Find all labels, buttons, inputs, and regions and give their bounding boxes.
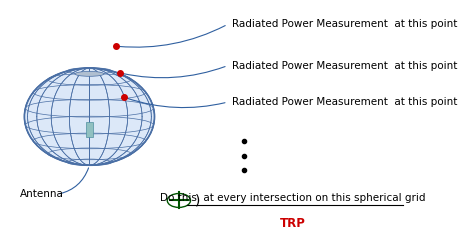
Bar — [86, 122, 93, 137]
Text: Radiated Power Measurement  at this point: Radiated Power Measurement at this point — [232, 97, 457, 107]
Text: Antenna: Antenna — [20, 189, 64, 200]
Ellipse shape — [75, 71, 104, 76]
Text: Do this  at every intersection on this spherical grid: Do this at every intersection on this sp… — [160, 193, 426, 203]
Ellipse shape — [24, 68, 155, 165]
Text: Radiated Power Measurement  at this point: Radiated Power Measurement at this point — [232, 19, 457, 29]
Text: TRP: TRP — [280, 217, 306, 230]
Text: Radiated Power Measurement  at this point: Radiated Power Measurement at this point — [232, 61, 457, 71]
Text: ): ) — [195, 193, 201, 208]
